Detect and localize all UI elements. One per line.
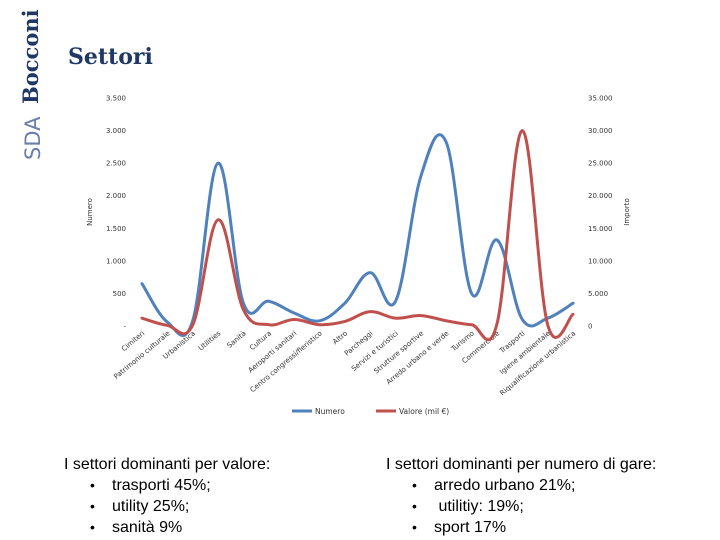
y-left-tick-label: - — [123, 323, 126, 331]
x-category-label: Altro — [331, 329, 349, 346]
value-summary-heading: I settori dominanti per valore: — [64, 456, 271, 473]
y-left-axis-title: Numero — [86, 198, 94, 226]
y-right-tick-label: 35.000 — [588, 95, 613, 103]
value-summary: I settori dominanti per valore: trasport… — [64, 454, 270, 538]
y-left-tick-label: 1.500 — [106, 225, 126, 233]
legend-label: Numero — [315, 407, 345, 416]
y-right-tick-label: 5.000 — [588, 290, 608, 298]
y-right-tick-label: 0 — [588, 323, 592, 331]
x-category-label: Sanità — [226, 329, 248, 349]
y-left-tick-label: 1.000 — [106, 257, 126, 265]
y-left-tick-label: 3.000 — [106, 127, 126, 135]
logo-sda-text: SDA — [21, 116, 45, 160]
legend-label: Valore (mil €) — [399, 407, 449, 416]
y-left-tick-label: 500 — [113, 290, 126, 298]
count-summary-item: arredo urbano 21%; — [408, 475, 656, 496]
sda-bocconi-logo: Bocconi SDA — [18, 9, 45, 160]
series-line-numero — [140, 133, 575, 338]
series-line-valore — [140, 129, 575, 342]
count-summary-item: sport 17% — [408, 517, 656, 538]
value-summary-item: sanità 9% — [86, 517, 270, 538]
y-left-tick-label: 3.500 — [106, 95, 126, 103]
y-right-tick-label: 15.000 — [588, 225, 613, 233]
y-right-tick-label: 30.000 — [588, 127, 613, 135]
slide-title: Settori — [68, 44, 153, 70]
count-summary: I settori dominanti per numero di gare: … — [386, 454, 656, 538]
count-summary-list: arredo urbano 21%; utilitiy: 19%; sport … — [386, 475, 656, 538]
sector-chart: 3.500 3.000 2.500 2.000 1.500 1.000 500 - 35.000… — [86, 95, 631, 417]
y-left-tick-label: 2.500 — [106, 160, 126, 168]
y-left-tick-label: 2.000 — [106, 192, 126, 200]
value-summary-list: trasporti 45%; utility 25%; sanità 9% — [64, 475, 270, 538]
y-right-axis-title: Importo — [623, 198, 631, 226]
logo-bocconi-text: Bocconi — [18, 9, 43, 104]
count-summary-item: utilitiy: 19%; — [408, 496, 656, 517]
x-category-label: Utilities — [197, 329, 223, 352]
y-right-tick-label: 20.000 — [588, 192, 613, 200]
value-summary-item: utility 25%; — [86, 496, 270, 517]
y-right-tick-label: 10.000 — [588, 257, 613, 265]
y-right-tick-label: 25.000 — [588, 160, 613, 168]
count-summary-heading: I settori dominanti per numero di gare: — [386, 456, 657, 473]
value-summary-item: trasporti 45%; — [86, 475, 270, 496]
